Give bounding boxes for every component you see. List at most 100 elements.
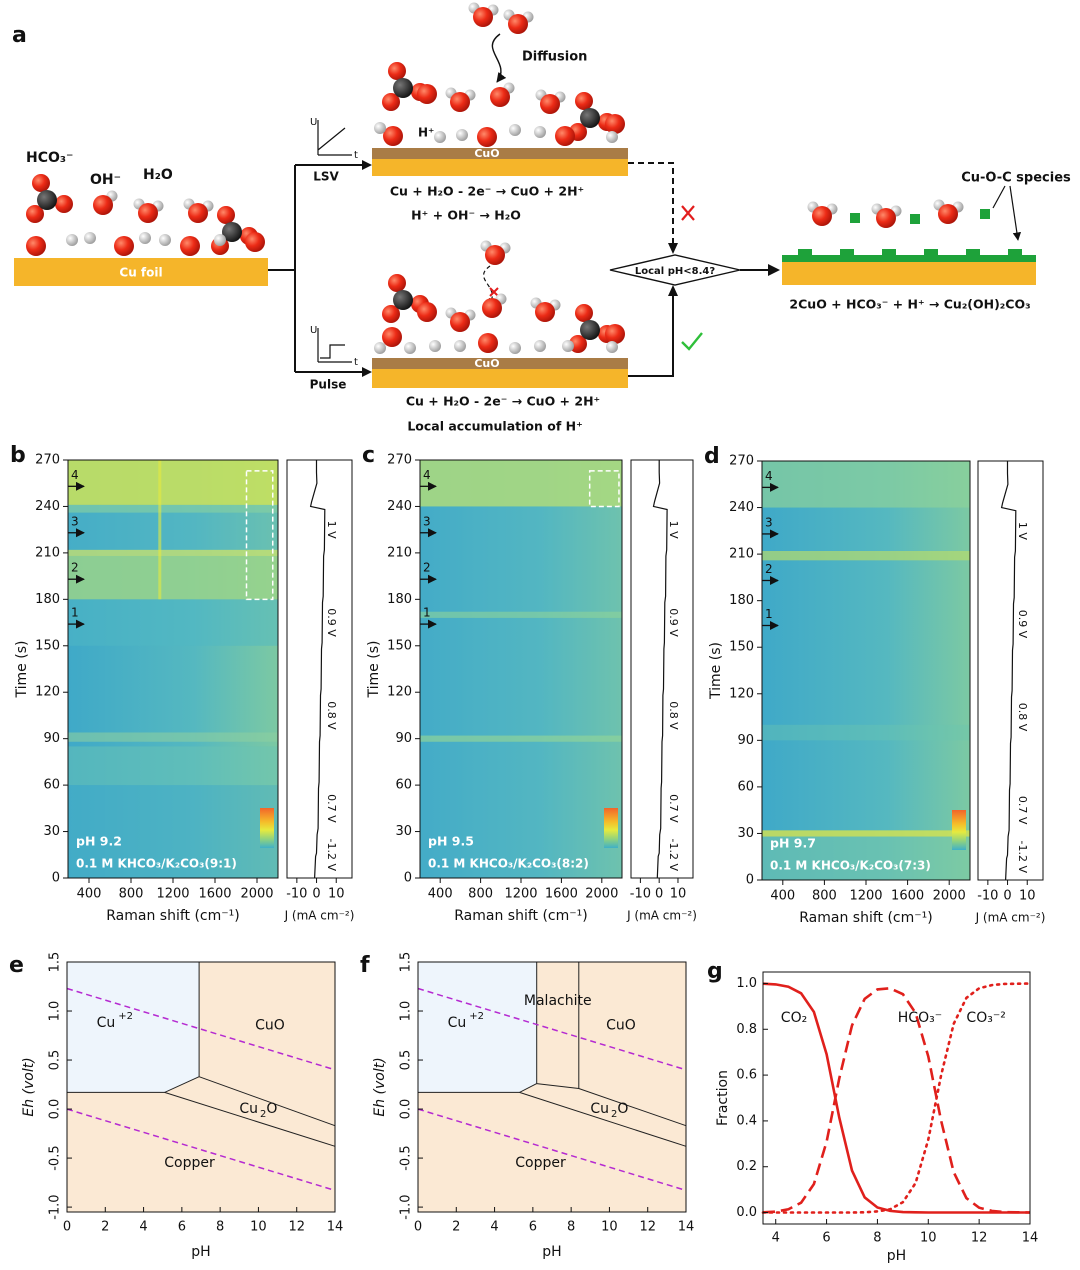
voltage-label: 0.7 V [1016,796,1029,825]
x-axis-label: pH [887,1248,906,1264]
x-tick-label: 1200 [504,887,537,902]
pulse-icon [317,328,352,363]
y-tick-label: 0 [746,873,754,888]
atom [606,131,618,143]
x-tick-label: 6 [178,1220,186,1235]
x-tick-label: 4 [772,1231,780,1246]
atom [222,222,242,242]
panel-label: d [704,444,720,469]
x-tick-label: 6 [529,1220,537,1235]
colorbar [604,808,618,848]
atom [217,206,235,224]
y-tick-label: 60 [737,779,754,794]
atom [180,236,200,256]
heatmap-band [762,461,970,508]
label-sup: +2 [118,1011,133,1022]
y-tick-label: 210 [387,545,412,560]
atom [382,327,402,347]
label-part: Cu [239,1101,258,1117]
phase-boundary [67,962,200,1093]
y-tick-label: 0.2 [736,1159,757,1174]
y-tick-label: 0.6 [736,1068,757,1083]
y-tick-label: 90 [395,731,412,746]
y-tick-label: 270 [387,453,412,468]
x-tick-label: 12 [971,1231,988,1246]
cu-foil [14,258,268,286]
panel-label: e [9,953,24,978]
series-label: CO₂ [781,1010,807,1026]
x-axis-label: pH [542,1244,561,1260]
y-tick-label: 180 [729,593,754,608]
heatmap-band [762,724,970,741]
x-tick-label: 400 [770,889,795,904]
atom [66,234,78,246]
cu-layer [782,262,1036,285]
y-tick-label: 1.0 [399,1001,414,1022]
heatmap-band [158,460,162,600]
voltage-label: -1.2 V [1016,840,1029,873]
atom [876,208,896,228]
label-sub: 2 [260,1109,266,1120]
atom [605,324,625,344]
label-part: Copper [164,1155,215,1171]
label-part: O [617,1101,628,1117]
j-tick-label: -10 [286,887,307,902]
branch-label: LSV [313,170,339,184]
x-tick-label: 8 [216,1220,224,1235]
atom [214,234,226,246]
cu-o-c-species [980,209,990,219]
atom [382,93,400,111]
cu-layer [372,159,628,176]
x-tick-label: 14 [327,1220,344,1235]
atom [477,127,497,147]
y-axis-label: Time (s) [708,642,724,700]
x-tick-label: 1600 [891,889,924,904]
atom [382,305,400,323]
region-label: Cu +2 [97,1011,133,1031]
atom [580,320,600,340]
voltage-label: -1.2 V [667,839,680,872]
atom [555,126,575,146]
atom [478,333,498,353]
x-tick-label: 800 [812,889,837,904]
equation: H⁺ + OH⁻ → H₂O [411,208,521,223]
y-tick-label: -1.0 [399,1194,414,1219]
x-tick-label: 1600 [545,887,578,902]
y-tick-label: 0.4 [736,1113,757,1128]
y-tick-label: 0 [52,871,60,886]
heatmap-band [68,555,278,600]
heatmap-band [68,504,278,513]
j-tick-label: 10 [1019,889,1036,904]
y-tick-label: 1.5 [399,952,414,973]
atom [485,245,505,265]
atom [374,342,386,354]
j-tick-label: -10 [977,889,998,904]
heatmap-band [420,460,622,507]
atom [114,236,134,256]
current-trace [309,460,326,879]
y-tick-label: 0.0 [48,1099,63,1120]
heatmap-band [420,735,622,742]
y-axis-label: Time (s) [366,641,382,699]
y-tick-label: 0.0 [736,1205,757,1220]
y-tick-label: 150 [729,640,754,655]
j-frame [630,459,694,879]
x-tick-label: 2000 [240,887,273,902]
y-tick-label: 0.0 [399,1099,414,1120]
pulse-path [628,295,674,377]
heatmap-band [420,611,622,618]
region-label: Cu +2 [448,1011,484,1031]
colorbar [952,810,966,850]
label-part: O [266,1101,277,1117]
y-tick-label: 120 [729,686,754,701]
x-tick-label: 800 [468,887,493,902]
cu-layer [372,369,628,388]
region-label: Cu 2O [590,1101,628,1120]
label-part: Copper [515,1155,566,1171]
species-callout: Cu-O-C species [961,171,1071,186]
j-frame [286,459,353,879]
label-part: Malachite [524,993,592,1009]
y-tick-label: 60 [395,778,412,793]
water-line [417,987,687,1071]
